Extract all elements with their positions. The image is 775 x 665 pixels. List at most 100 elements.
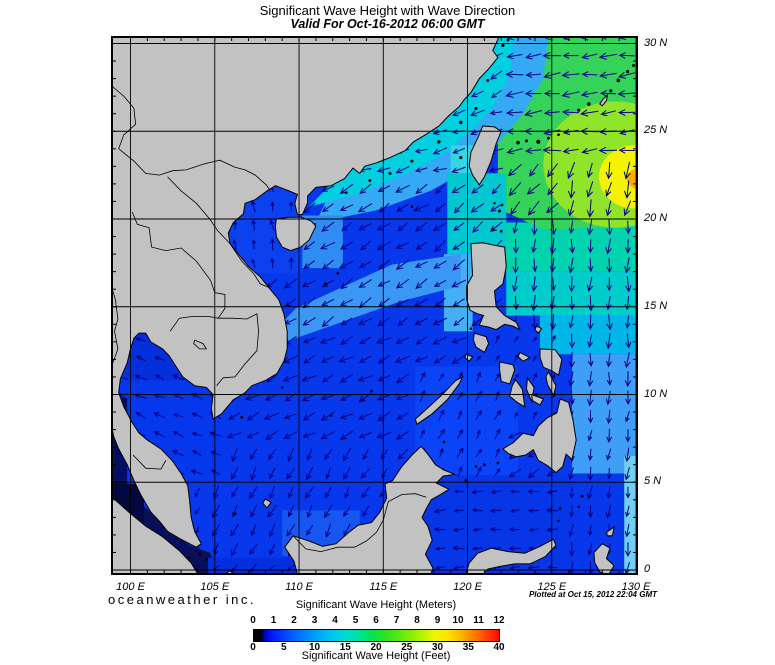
valid-time-subtitle: Valid For Oct-16-2012 06:00 GMT <box>290 17 485 31</box>
island-dot <box>536 139 541 144</box>
island-dot <box>204 558 208 561</box>
island-dot <box>557 519 560 523</box>
island-dot <box>557 133 560 137</box>
oceanweather-credit: oceanweather inc. <box>108 592 257 607</box>
island-dot <box>482 463 486 467</box>
y-axis-label-10: 10 N <box>644 387 668 400</box>
feet-tick-0: 0 <box>250 642 256 653</box>
island-dot <box>233 512 237 516</box>
meters-tick-2: 2 <box>291 615 297 626</box>
border-laos-thailand-cambodia-border <box>131 211 260 386</box>
land-taiwan <box>468 125 502 186</box>
island-dot <box>486 78 490 82</box>
land-negros <box>509 378 526 408</box>
island-dot <box>500 203 504 207</box>
land-palawan <box>414 375 464 426</box>
island-dot <box>469 327 473 330</box>
island-dot <box>516 140 520 145</box>
island-dot <box>324 282 328 286</box>
border-thailand-myanmar-border <box>112 286 119 364</box>
island-dot <box>474 106 478 111</box>
border-malaysia-thailand-border <box>132 454 167 470</box>
land-busuanga <box>464 353 474 362</box>
x-axis-label-100: 100 E <box>116 581 145 593</box>
water-east-strip-light <box>624 455 637 574</box>
land-luzon <box>466 242 521 331</box>
meters-tick-4: 4 <box>332 615 338 626</box>
x-axis-label-125: 125 E <box>537 581 567 593</box>
water-philippine-sea-band4 <box>497 222 637 272</box>
island-dot <box>459 120 463 125</box>
land-okinawa <box>599 94 609 107</box>
land-samar <box>539 348 563 377</box>
island-dot <box>577 108 581 112</box>
island-dot <box>546 136 550 140</box>
island-dot <box>474 465 478 468</box>
border-tonle-sap-lake <box>193 339 208 350</box>
border-malaysia-indonesia-border <box>292 493 427 553</box>
island-dot <box>410 205 414 209</box>
meters-tick-7: 7 <box>393 615 400 626</box>
island-dot <box>493 202 496 205</box>
land-catanduanes <box>534 325 543 334</box>
island-dot <box>501 43 505 47</box>
colorbar-meters-title: Significant Wave Height (Meters) <box>295 599 457 611</box>
meters-tick-5: 5 <box>352 615 359 626</box>
island-dot <box>577 505 580 509</box>
meters-tick-3: 3 <box>311 615 318 626</box>
feet-tick-35: 35 <box>462 642 474 653</box>
minor-ticks <box>112 37 637 574</box>
island-dot <box>280 386 284 389</box>
feet-tick-20: 20 <box>370 642 382 653</box>
y-axis-label-30: 30 N <box>644 36 668 49</box>
feet-tick-30: 30 <box>431 642 444 653</box>
water-philippine-sea-south <box>572 354 637 474</box>
island-dot <box>491 227 495 232</box>
x-axis-label-105: 105 E <box>200 581 230 593</box>
land-borneo <box>284 445 457 574</box>
island-dot <box>344 191 348 195</box>
island-dot <box>464 479 468 482</box>
island-dot <box>188 556 191 560</box>
island-dot <box>240 415 244 419</box>
island-dot <box>370 389 373 393</box>
meters-tick-6: 6 <box>373 615 379 626</box>
island-dot <box>198 552 202 556</box>
land-sumatra <box>112 496 199 574</box>
y-axis-label-15: 15 N <box>644 299 668 312</box>
water-luzon-strait-teal <box>447 173 507 255</box>
meters-tick-8: 8 <box>414 615 420 626</box>
x-axis-label-130: 130 E <box>621 581 651 593</box>
island-dot <box>361 398 365 401</box>
land-natuna <box>262 498 272 509</box>
feet-tick-10: 10 <box>308 642 321 653</box>
island-dot <box>437 140 441 144</box>
island-dot <box>587 102 591 106</box>
border-vietnam-laos-border <box>167 176 269 288</box>
island-dot <box>459 155 463 160</box>
meters-tick-12: 12 <box>493 615 505 626</box>
island-dot <box>499 229 503 233</box>
graticule-layer <box>112 37 637 574</box>
y-axis-label-25: 25 N <box>644 124 668 137</box>
island-dot <box>632 63 636 67</box>
feet-tick-5: 5 <box>280 642 287 653</box>
x-axis-label-120: 120 E <box>453 581 482 593</box>
meters-tick-0: 0 <box>250 615 256 626</box>
meters-tick-11: 11 <box>473 615 484 626</box>
island-dot <box>388 171 392 175</box>
land-mindanao <box>502 398 577 474</box>
water-philippine-sea-band3 <box>506 271 637 316</box>
island-dot <box>609 89 613 93</box>
land-halmahera <box>593 543 615 574</box>
island-dot <box>442 440 446 444</box>
island-dot <box>368 178 372 182</box>
border-thailand-cambodia-border <box>169 316 219 332</box>
meters-tick-9: 9 <box>434 615 441 626</box>
border-china-south-border <box>112 85 271 192</box>
water-storm-orange <box>626 168 637 189</box>
island-dot <box>506 38 510 42</box>
meters-tick-10: 10 <box>452 615 464 626</box>
land-masbate <box>517 351 531 362</box>
